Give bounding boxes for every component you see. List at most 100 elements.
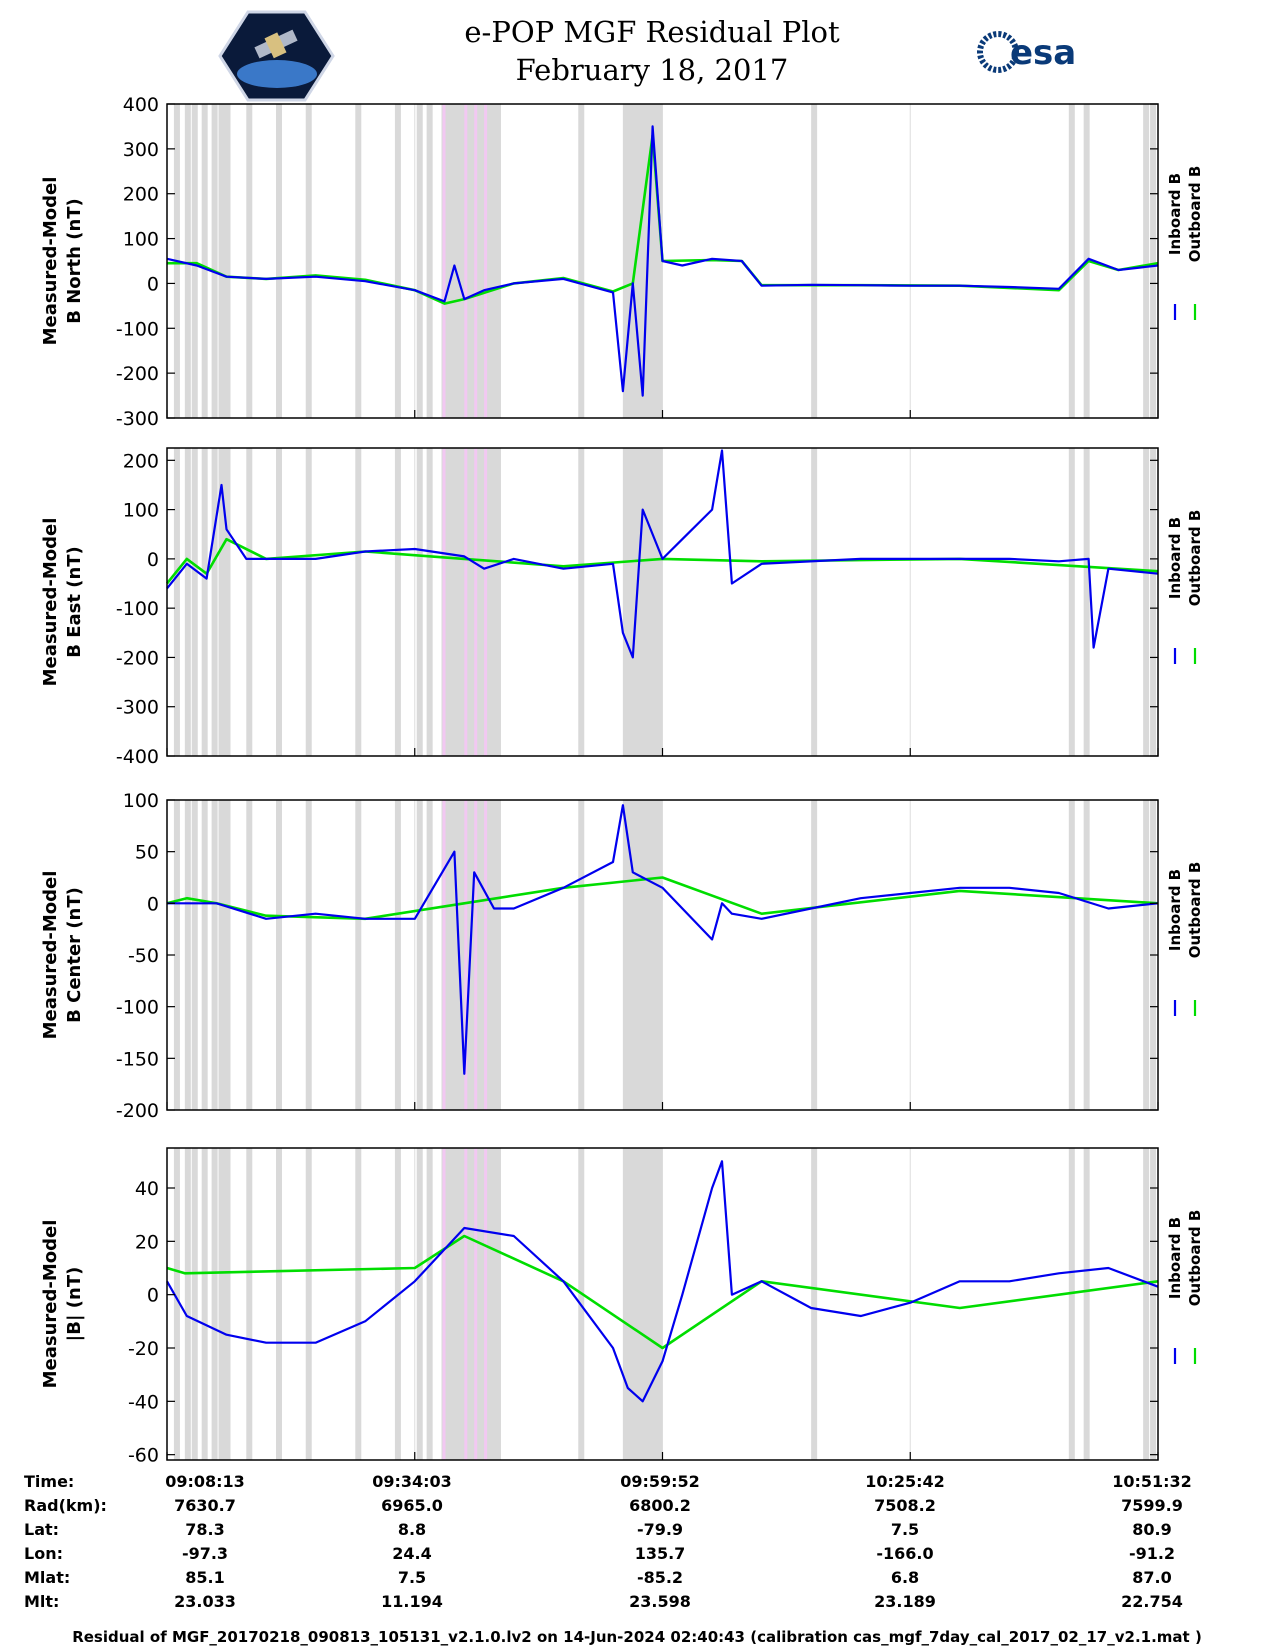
gray-stripe bbox=[1083, 1148, 1090, 1460]
y-tick-label: 0 bbox=[147, 1285, 159, 1307]
pink-stripe bbox=[474, 104, 478, 418]
esa-logo-text: esa bbox=[1010, 33, 1076, 73]
y-tick-label: 0 bbox=[147, 549, 159, 571]
gray-stripe bbox=[578, 800, 585, 1110]
gray-stripe bbox=[1068, 104, 1075, 418]
series-line-inboard bbox=[166, 1160, 1159, 1403]
gray-stripe bbox=[355, 800, 362, 1110]
gray-stripe bbox=[1143, 800, 1150, 1110]
series-line-inboard bbox=[166, 449, 1159, 659]
pink-stripe bbox=[464, 800, 468, 1110]
y-tick-label: -100 bbox=[116, 598, 159, 620]
gray-stripe bbox=[201, 800, 208, 1110]
y-tick-label: -100 bbox=[116, 318, 159, 340]
y-tick-label: 20 bbox=[135, 1231, 159, 1253]
gray-stripe bbox=[184, 104, 191, 418]
gray-band bbox=[441, 104, 501, 418]
legend-label: Outboard B bbox=[1186, 510, 1204, 607]
gray-stripe bbox=[218, 800, 225, 1110]
info-cell: 23.598 bbox=[629, 1592, 691, 1611]
gray-stripe bbox=[246, 800, 253, 1110]
y-tick-label: 200 bbox=[123, 450, 159, 472]
info-cell: -85.2 bbox=[637, 1568, 683, 1587]
info-cell: 7.5 bbox=[891, 1520, 919, 1539]
gray-stripe bbox=[173, 1148, 180, 1460]
gray-stripe bbox=[811, 104, 818, 418]
left-logo bbox=[218, 10, 335, 102]
gray-stripe bbox=[276, 104, 283, 418]
info-row-label: Mlt: bbox=[24, 1592, 59, 1611]
gray-stripe bbox=[218, 1148, 225, 1460]
gray-stripe bbox=[184, 800, 191, 1110]
gray-stripe bbox=[211, 448, 218, 756]
gray-band bbox=[622, 448, 663, 756]
y-tick-label: -300 bbox=[116, 408, 159, 430]
panel-3: 100 50 0 -50 -100 -150 -200 Measured-Model B Cen… bbox=[40, 790, 1204, 1122]
gray-stripe bbox=[305, 104, 312, 418]
gray-stripe bbox=[305, 448, 312, 756]
gray-stripe bbox=[191, 448, 198, 756]
y-tick-label: -300 bbox=[116, 697, 159, 719]
gray-stripe bbox=[276, 448, 283, 756]
gray-stripe bbox=[201, 448, 208, 756]
gray-stripe bbox=[276, 800, 283, 1110]
gray-stripe bbox=[416, 1148, 423, 1460]
pink-stripe bbox=[442, 1148, 446, 1460]
legend-label: Outboard B bbox=[1186, 1210, 1204, 1307]
gray-stripe bbox=[224, 1148, 231, 1460]
gray-stripe bbox=[578, 104, 585, 418]
gray-stripe bbox=[426, 104, 433, 418]
gray-stripe bbox=[218, 104, 225, 418]
y-tick-label: 200 bbox=[123, 184, 159, 206]
y-tick-label: 100 bbox=[123, 229, 159, 251]
y-axis-label: B North (nT) bbox=[64, 198, 85, 324]
info-cell: 87.0 bbox=[1132, 1568, 1171, 1587]
info-cell: -166.0 bbox=[876, 1544, 933, 1563]
legend: Inboard B Outboard B bbox=[1166, 166, 1204, 320]
gray-stripe bbox=[211, 104, 218, 418]
gray-stripe bbox=[246, 1148, 253, 1460]
y-tick-label: 400 bbox=[123, 94, 159, 116]
y-tick-label: -200 bbox=[116, 1100, 159, 1122]
info-cell: 7.5 bbox=[398, 1568, 426, 1587]
y-axis-label: Measured-Model bbox=[40, 177, 61, 346]
gray-stripe bbox=[811, 448, 818, 756]
pink-stripe bbox=[464, 104, 468, 418]
info-cell: 80.9 bbox=[1132, 1520, 1171, 1539]
info-cell: 8.8 bbox=[398, 1520, 426, 1539]
pink-stripe bbox=[484, 800, 488, 1110]
info-row-label: Mlat: bbox=[24, 1568, 70, 1587]
y-tick-label: 0 bbox=[147, 273, 159, 295]
info-cell: 09:08:13 bbox=[165, 1472, 245, 1491]
info-cell: 7599.9 bbox=[1121, 1496, 1183, 1515]
info-cell: -91.2 bbox=[1129, 1544, 1175, 1563]
pink-stripe bbox=[474, 800, 478, 1110]
gray-stripe bbox=[1150, 104, 1157, 418]
gray-stripe bbox=[811, 800, 818, 1110]
gray-stripe bbox=[1083, 800, 1090, 1110]
info-cell: 7630.7 bbox=[174, 1496, 236, 1515]
gray-stripe bbox=[201, 1148, 208, 1460]
info-row-label: Rad(km): bbox=[24, 1496, 107, 1515]
gray-band bbox=[441, 1148, 501, 1460]
info-cell: 23.033 bbox=[174, 1592, 236, 1611]
gray-stripe bbox=[184, 448, 191, 756]
gray-stripe bbox=[184, 1148, 191, 1460]
gray-stripe bbox=[224, 448, 231, 756]
info-cell: 22.754 bbox=[1121, 1592, 1183, 1611]
legend-label: Inboard B bbox=[1166, 173, 1184, 255]
gray-stripe bbox=[191, 1148, 198, 1460]
y-axis-label: B Center (nT) bbox=[64, 887, 85, 1023]
info-cell: 6.8 bbox=[891, 1568, 919, 1587]
series-line-inboard bbox=[167, 804, 1159, 1075]
y-tick-label: -20 bbox=[128, 1338, 159, 1360]
gray-stripe bbox=[394, 104, 401, 418]
gray-stripe bbox=[355, 1148, 362, 1460]
series-line-outboard bbox=[165, 537, 1159, 585]
y-tick-label: 300 bbox=[123, 139, 159, 161]
y-tick-label: 40 bbox=[135, 1178, 159, 1200]
panel-1: 400 300 200 100 0 -100 -200 -300 Measured-Model B… bbox=[40, 94, 1204, 430]
pink-stripe bbox=[484, 448, 488, 756]
chart-subtitle: February 18, 2017 bbox=[516, 53, 789, 87]
